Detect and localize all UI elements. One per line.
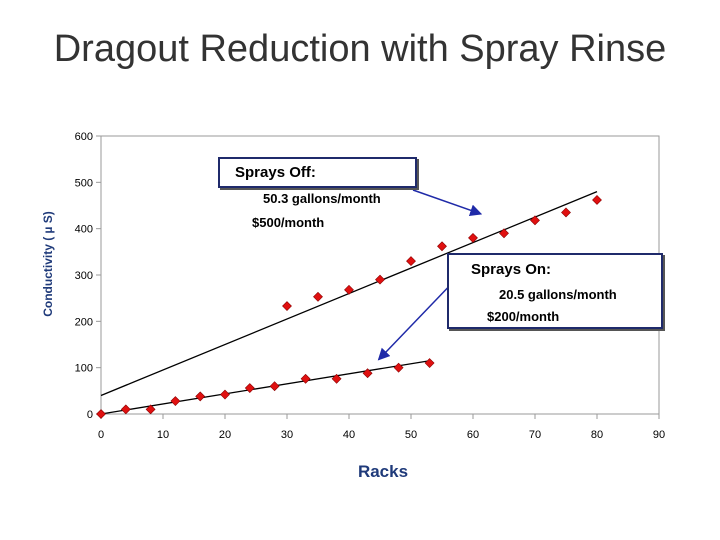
arrow-sprays-on (377, 276, 459, 361)
callout-sprays-on-cost: $200/month (487, 309, 560, 324)
data-point (195, 391, 206, 402)
data-point (120, 404, 131, 415)
data-point (393, 362, 404, 373)
callout-sprays-off-cost: $500/month (252, 215, 325, 230)
data-point (170, 396, 181, 406)
y-tick-label: 500 (75, 177, 93, 189)
y-tick-label: 200 (75, 316, 93, 328)
data-point (468, 233, 478, 243)
y-tick-label: 0 (87, 409, 93, 421)
data-point (244, 383, 255, 393)
data-point (561, 207, 571, 218)
data-points (96, 195, 602, 419)
x-tick-label: 60 (467, 429, 479, 441)
data-point (362, 368, 373, 379)
data-point (530, 215, 540, 226)
data-point (499, 228, 509, 239)
x-tick-label: 20 (219, 429, 231, 441)
x-tick-label: 70 (529, 429, 541, 441)
data-point (331, 373, 342, 384)
callout-sprays-on-rate: 20.5 gallons/month (499, 287, 617, 302)
data-point (145, 404, 156, 415)
y-axis: 0 100 200 300 400 500 600 (75, 131, 101, 421)
callout-sprays-on: Sprays On: 20.5 gallons/month $200/month (447, 253, 663, 329)
callout-sprays-on-heading: Sprays On: (471, 261, 552, 278)
x-tick-label: 10 (157, 429, 169, 441)
y-tick-label: 400 (75, 224, 93, 236)
x-axis: 0 10 20 30 40 50 60 70 80 90 (98, 414, 665, 441)
callout-sprays-off-rate: 50.3 gallons/month (263, 191, 381, 206)
data-point (300, 373, 311, 384)
data-point (313, 291, 323, 302)
y-tick-label: 300 (75, 270, 93, 282)
x-tick-label: 30 (281, 429, 293, 441)
data-point (592, 195, 602, 205)
y-tick-label: 600 (75, 131, 93, 143)
data-point (437, 241, 447, 252)
x-tick-label: 50 (405, 429, 417, 441)
x-tick-label: 40 (343, 429, 355, 441)
x-tick-label: 90 (653, 429, 665, 441)
trendline (100, 360, 430, 415)
data-point (96, 409, 106, 419)
data-point (424, 358, 435, 368)
data-point (220, 389, 230, 400)
data-point (406, 256, 416, 267)
callout-sprays-off: Sprays Off: (218, 157, 417, 188)
data-point (282, 301, 292, 311)
x-tick-label: 0 (98, 429, 104, 441)
data-point (269, 381, 280, 392)
y-axis-title: Conductivity ( µ S) (41, 211, 55, 317)
x-axis-title: Racks (358, 462, 408, 481)
slide-title: Dragout Reduction with Spray Rinse (53, 28, 667, 70)
callout-sprays-off-heading: Sprays Off: (235, 164, 316, 181)
x-tick-label: 80 (591, 429, 603, 441)
callout-arrows (377, 189, 483, 361)
data-point (375, 274, 385, 285)
arrow-sprays-off (412, 189, 483, 217)
data-point (344, 284, 354, 295)
y-tick-label: 100 (75, 363, 93, 375)
